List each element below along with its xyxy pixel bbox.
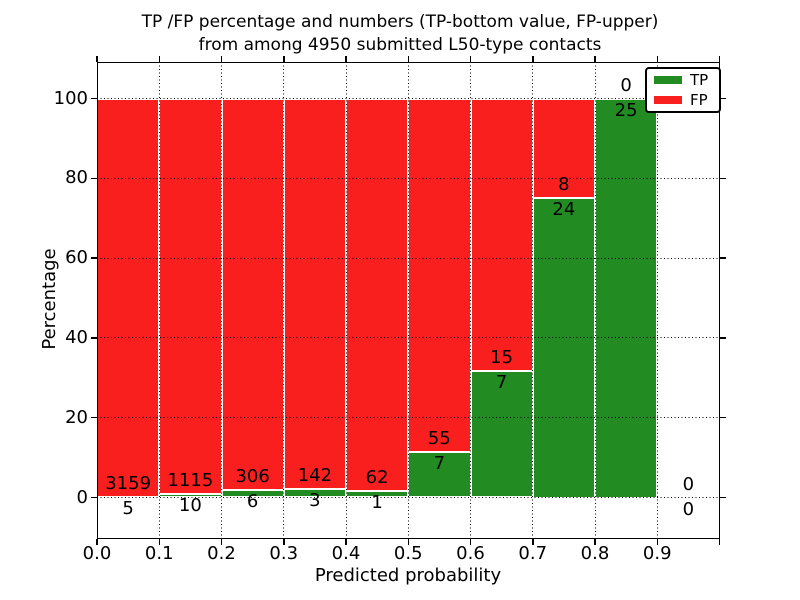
x-tick-bottom-2 <box>220 539 223 545</box>
fp-count-label-1: 1115 <box>167 469 214 491</box>
fp-count-label-5: 55 <box>427 428 451 450</box>
fp-count-label-3: 142 <box>297 465 333 487</box>
chart-title-line1: TP /FP percentage and numbers (TP-bottom… <box>141 12 659 32</box>
legend-swatch-fp <box>654 95 682 104</box>
fp-count-label-7: 8 <box>558 174 570 196</box>
chart-title: TP /FP percentage and numbers (TP-bottom… <box>0 11 800 57</box>
x-tick-label-0.1: 0.1 <box>144 543 174 564</box>
bar-segment-tp-3 <box>283 489 346 498</box>
bar-segment-tp-6 <box>470 370 533 498</box>
y-tick-right-60 <box>719 257 726 259</box>
y-tick-right-100 <box>719 97 726 100</box>
y-tick-left-80 <box>91 177 97 180</box>
x-tick-label-0.4: 0.4 <box>331 543 361 564</box>
tp-count-label-4: 1 <box>371 492 383 514</box>
bar-segment-tp-5 <box>408 452 471 498</box>
bar-labels-layer: 3159 5 1115 10 306 6 142 3 62 1 55 7 15 7 8 24 0 25 0 0 <box>97 62 720 539</box>
x-tick-label-0.3: 0.3 <box>269 543 299 564</box>
fp-count-label-2: 306 <box>235 465 270 487</box>
x-tick-bottom-9 <box>656 539 658 545</box>
legend-swatch-tp <box>654 76 682 85</box>
x-tick-bottom-3 <box>283 539 285 545</box>
bar-segment-fp-1 <box>159 98 222 494</box>
x-tick-top-3 <box>283 56 285 62</box>
tp-count-label-9: 0 <box>682 498 695 520</box>
y-tick-label-0: 0 <box>76 486 88 508</box>
x-tick-top-1 <box>158 56 160 62</box>
y-axis-label: Percentage <box>39 248 60 350</box>
x-tick-bottom-5 <box>407 539 409 545</box>
bar-segment-tp-8 <box>595 98 658 498</box>
x-tick-top-6 <box>469 56 472 62</box>
y-tick-right-0 <box>719 496 726 499</box>
x-tick-label-0.7: 0.7 <box>518 543 548 564</box>
legend-label-fp: FP <box>690 90 708 109</box>
bar-segment-tp-7 <box>532 198 595 498</box>
x-tick-top-4 <box>345 56 347 62</box>
tp-count-label-2: 6 <box>246 490 259 512</box>
x-tick-label-0.6: 0.6 <box>456 543 485 564</box>
y-tick-label-60: 60 <box>65 247 88 269</box>
x-tick-top-8 <box>594 56 596 62</box>
x-tick-top-10 <box>718 56 721 62</box>
legend-item-tp: TP <box>654 72 719 88</box>
bar-segment-tp-4 <box>346 491 409 498</box>
x-tick-top-7 <box>532 56 534 62</box>
x-tick-label-0.2: 0.2 <box>207 543 236 564</box>
fp-count-label-9: 0 <box>682 473 695 495</box>
bar-segment-fp-3 <box>283 98 346 490</box>
y-tick-label-40: 40 <box>65 326 88 348</box>
bar-segment-fp-5 <box>408 98 471 453</box>
y-tick-label-80: 80 <box>65 167 88 189</box>
fp-count-label-0: 3159 <box>105 472 152 494</box>
y-tick-left-100 <box>91 97 97 100</box>
fp-count-label-6: 15 <box>490 346 514 368</box>
x-tick-top-9 <box>656 56 658 62</box>
tp-count-label-5: 7 <box>433 453 446 475</box>
tp-count-label-0: 5 <box>122 497 134 519</box>
tp-count-label-1: 10 <box>178 494 202 516</box>
x-tick-bottom-4 <box>345 539 347 545</box>
y-tick-label-20: 20 <box>65 406 88 428</box>
y-tick-right-80 <box>719 177 726 180</box>
tp-count-label-7: 24 <box>552 199 576 221</box>
fp-count-label-4: 62 <box>365 467 389 489</box>
bar-segment-fp-4 <box>346 98 409 492</box>
x-tick-label-0.0: 0.0 <box>82 543 112 564</box>
legend: TP FP <box>645 67 721 113</box>
bar-segment-fp-6 <box>470 98 533 371</box>
x-tick-top-2 <box>220 56 223 62</box>
x-axis-label: Predicted probability <box>314 565 502 586</box>
x-tick-bottom-10 <box>718 539 721 545</box>
x-tick-top-5 <box>407 56 409 62</box>
y-tick-left-60 <box>91 257 97 259</box>
bar-segment-fp-2 <box>221 98 284 490</box>
tp-count-label-3: 3 <box>309 490 321 512</box>
chart-title-line2: from among 4950 submitted L50-type conta… <box>198 35 602 55</box>
y-tick-left-40 <box>91 337 97 339</box>
tp-count-label-6: 7 <box>495 371 508 393</box>
x-tick-label-0.5: 0.5 <box>393 543 423 564</box>
x-tick-bottom-1 <box>158 539 160 545</box>
x-tick-label-0.9: 0.9 <box>642 543 672 564</box>
y-tick-right-20 <box>719 416 726 419</box>
bars-layer <box>97 62 720 539</box>
y-tick-label-100: 100 <box>53 87 88 109</box>
x-tick-bottom-7 <box>532 539 534 545</box>
legend-item-fp: FP <box>654 92 719 108</box>
y-tick-left-20 <box>91 416 97 419</box>
x-tick-label-0.8: 0.8 <box>580 543 610 564</box>
x-tick-top-0 <box>96 56 98 62</box>
y-tick-left-0 <box>91 496 97 499</box>
legend-label-tp: TP <box>690 71 709 90</box>
fp-count-label-8: 0 <box>620 74 632 96</box>
tp-count-label-8: 25 <box>614 99 638 121</box>
x-tick-bottom-0 <box>96 539 98 545</box>
y-tick-right-40 <box>719 337 726 339</box>
x-tick-bottom-8 <box>594 539 596 545</box>
x-tick-bottom-6 <box>469 539 472 545</box>
